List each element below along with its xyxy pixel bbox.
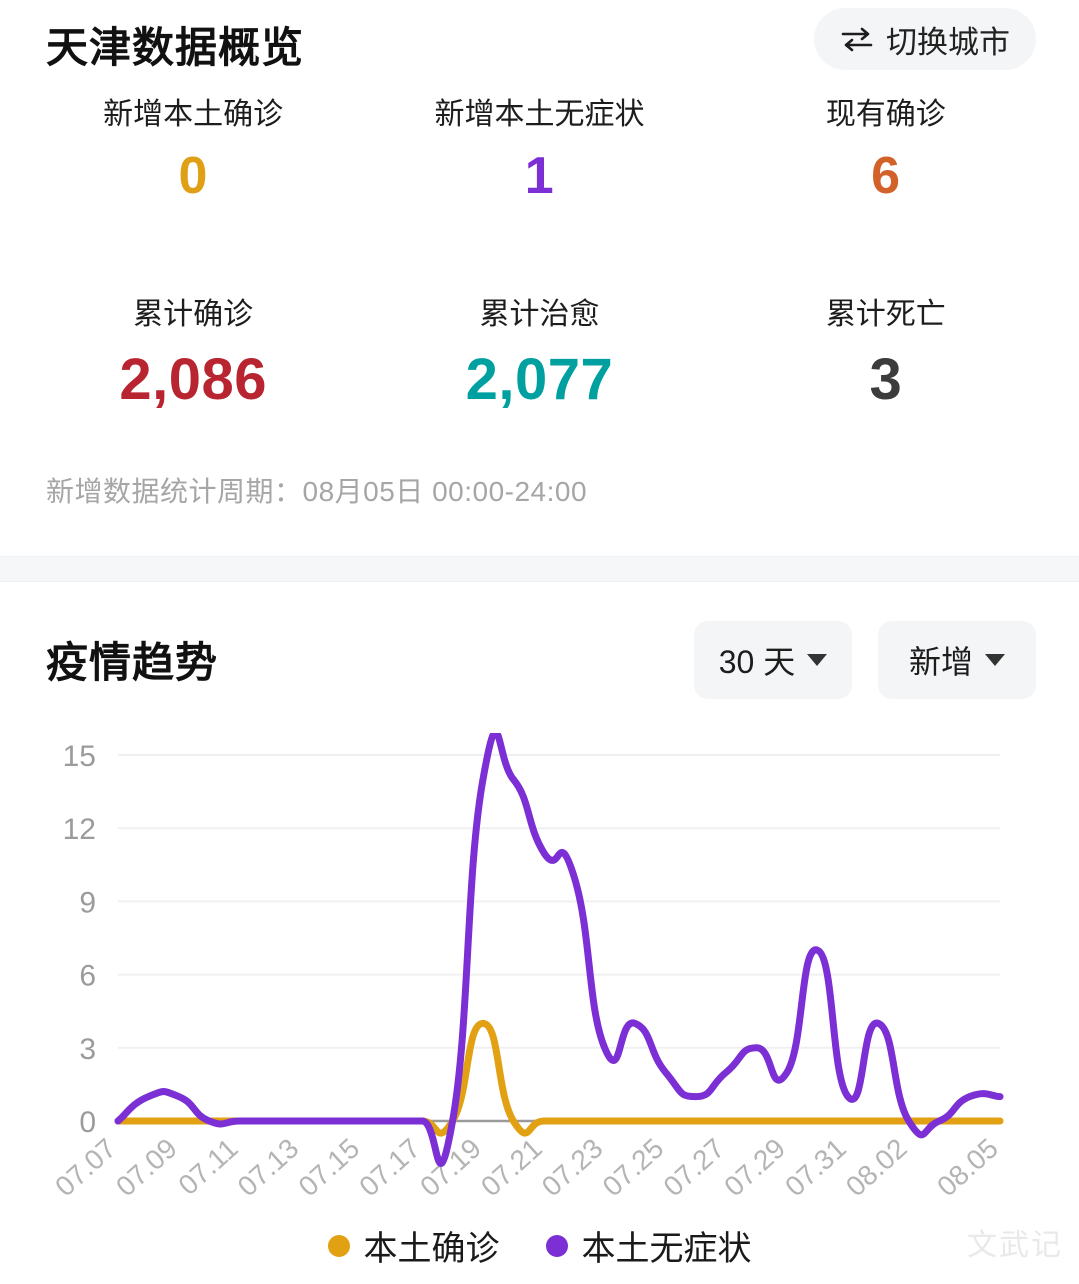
x-axis-tick-label: 08.02 xyxy=(840,1132,913,1202)
stat-value: 3 xyxy=(869,346,903,412)
page-title: 天津数据概览 xyxy=(46,24,305,71)
overview-card: 天津数据概览 切换城市 新增本土确诊 0 新增本土无症状 1 现有确诊 6 xyxy=(0,0,1079,556)
legend-item-local-asymptomatic[interactable]: 本土无症状 xyxy=(545,1221,752,1270)
stat-value: 2,086 xyxy=(119,346,267,412)
stat-label: 新增本土无症状 xyxy=(434,98,645,131)
legend-label: 本土无症状 xyxy=(581,1230,752,1268)
x-axis-tick-label: 07.25 xyxy=(597,1132,670,1202)
stat-value: 2,077 xyxy=(465,346,614,412)
x-axis-tick-label: 07.23 xyxy=(536,1132,609,1202)
stat-label: 累计治愈 xyxy=(479,298,600,331)
trend-title: 疫情趋势 xyxy=(46,639,219,686)
x-axis-tick-label: 07.09 xyxy=(110,1132,183,1202)
watermark: 文武记 xyxy=(967,1229,1063,1262)
y-axis-tick-label: 12 xyxy=(63,813,96,846)
statistics-period-text: 新增数据统计周期：08月05日 00:00-24:00 xyxy=(46,476,588,507)
x-axis-tick-label: 07.15 xyxy=(293,1132,366,1202)
stat-value: 6 xyxy=(871,146,901,205)
chart-series-line xyxy=(114,733,1004,1168)
stat-new-local-confirmed: 新增本土确诊 0 xyxy=(20,96,366,205)
x-axis-tick-label: 07.13 xyxy=(232,1132,305,1202)
x-axis-tick-label: 07.31 xyxy=(779,1132,852,1202)
stat-label: 新增本土确诊 xyxy=(103,98,284,131)
metric-selector-label: 新增 xyxy=(908,644,973,680)
legend-dot-icon xyxy=(545,1234,568,1257)
x-axis-tick-label: 08.05 xyxy=(931,1132,1004,1202)
stat-label: 累计死亡 xyxy=(825,298,946,331)
stat-value: 1 xyxy=(524,146,555,205)
legend-label: 本土确诊 xyxy=(363,1230,500,1268)
y-axis-tick-label: 6 xyxy=(79,960,96,993)
x-axis-tick-label: 07.07 xyxy=(49,1132,122,1202)
chevron-down-icon xyxy=(985,654,1005,666)
city-switch-button[interactable]: 切换城市 xyxy=(814,8,1036,70)
range-selector-dropdown[interactable]: 30 天 xyxy=(694,621,852,699)
chevron-down-icon xyxy=(807,654,828,666)
legend-item-local-confirmed[interactable]: 本土确诊 xyxy=(327,1221,500,1270)
y-axis-tick-label: 9 xyxy=(79,886,96,919)
metric-selector-dropdown[interactable]: 新增 xyxy=(878,621,1036,699)
x-axis-tick-label: 07.27 xyxy=(657,1132,730,1202)
city-switch-label: 切换城市 xyxy=(886,24,1010,60)
swap-horizontal-icon xyxy=(840,26,874,52)
stats-row-cumulative: 累计确诊 2,086 累计治愈 2,077 累计死亡 3 xyxy=(20,296,1059,411)
y-axis-tick-label: 0 xyxy=(79,1106,96,1139)
trend-controls: 30 天 新增 xyxy=(694,621,1036,699)
stat-label: 累计确诊 xyxy=(133,298,254,331)
trend-chart: 0 3 6 9 12 15 07.07 07.09 07.11 07.13 07.15 07.17 07… xyxy=(0,733,1079,1284)
trend-header: 疫情趋势 30 天 新增 xyxy=(46,621,1036,701)
stat-value: 0 xyxy=(178,146,208,205)
stat-total-deaths: 累计死亡 3 xyxy=(713,296,1059,411)
overview-header: 天津数据概览 切换城市 xyxy=(46,8,1036,72)
range-selector-label: 30 天 xyxy=(718,644,796,680)
legend-dot-icon xyxy=(327,1234,350,1257)
stat-new-local-asymptomatic: 新增本土无症状 1 xyxy=(366,96,712,205)
y-axis-tick-label: 3 xyxy=(79,1033,96,1066)
stat-total-cured: 累计治愈 2,077 xyxy=(366,296,712,411)
x-axis-tick-label: 07.11 xyxy=(172,1132,243,1201)
stats-row-new: 新增本土确诊 0 新增本土无症状 1 现有确诊 6 xyxy=(20,96,1059,205)
x-axis-tick-label: 07.21 xyxy=(475,1132,548,1202)
x-axis-tick-label: 07.17 xyxy=(353,1132,426,1202)
x-axis-tick-label: 07.29 xyxy=(718,1132,791,1202)
stat-label: 现有确诊 xyxy=(825,98,946,131)
stat-total-confirmed: 累计确诊 2,086 xyxy=(20,296,366,411)
stat-current-confirmed: 现有确诊 6 xyxy=(713,96,1059,205)
trend-card: 疫情趋势 30 天 新增 0 3 6 9 12 15 07.07 07.09 07.11 07.1… xyxy=(0,583,1079,1284)
section-divider xyxy=(0,556,1079,582)
y-axis-tick-label: 15 xyxy=(63,740,96,773)
chart-legend: 本土确诊 本土无症状 xyxy=(0,1221,1079,1270)
